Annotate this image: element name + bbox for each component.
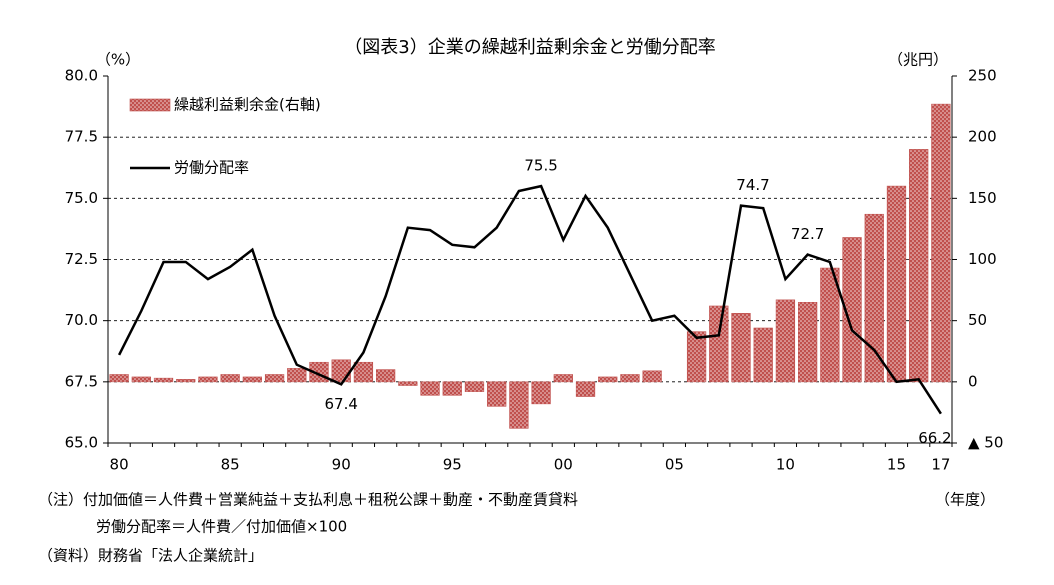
bar (531, 381, 551, 405)
bar (553, 374, 573, 383)
data-label: 72.7 (791, 225, 824, 243)
bar (575, 381, 596, 397)
bar (398, 381, 418, 386)
y-tick-label: 67.5 (65, 372, 98, 390)
data-label: 74.7 (736, 176, 769, 194)
y2-axis-label: （兆円） (888, 51, 948, 69)
bar (287, 368, 307, 383)
bar (509, 381, 529, 429)
bar (131, 376, 151, 383)
x-tick-label: 90 (332, 456, 351, 474)
note: 労働分配率＝人件費／付加価値×100 (96, 518, 347, 536)
y2-tick-label: ▲ 50 (968, 434, 1003, 452)
bar (731, 313, 751, 383)
y-tick-label: 70.0 (65, 311, 98, 329)
bar (198, 376, 218, 383)
x-tick-label: 17 (931, 456, 950, 474)
y-tick-label: 80.0 (65, 67, 98, 85)
x-tick-label: 15 (887, 456, 906, 474)
bar (264, 374, 285, 383)
x-tick-label: 85 (221, 456, 240, 474)
bar (420, 381, 440, 396)
x-tick-label: 95 (443, 456, 462, 474)
bar (775, 299, 796, 383)
data-label: 75.5 (524, 157, 557, 175)
bar (109, 374, 129, 383)
bar (620, 374, 640, 383)
chart-title: （図表3）企業の繰越利益剰余金と労働分配率 (344, 37, 715, 58)
line (117, 184, 942, 415)
bar (886, 185, 907, 383)
y2-tick-label: 100 (968, 250, 997, 268)
bar (331, 359, 351, 383)
bar (153, 377, 174, 383)
x-axis-label: （年度） (935, 491, 995, 509)
bar (686, 331, 707, 383)
bar (220, 374, 240, 383)
note: （資料）財務省「法人企業統計」 (38, 547, 263, 565)
bar (464, 381, 485, 392)
bar (909, 149, 929, 383)
x-tick-label: 00 (554, 456, 573, 474)
bar (642, 370, 662, 383)
bar (820, 267, 840, 383)
y-tick-label: 65.0 (65, 434, 98, 452)
bar (353, 361, 374, 383)
bar (798, 302, 818, 383)
y-axis-label: （%） (96, 51, 140, 69)
x-tick-label: 05 (665, 456, 684, 474)
y2-tick-label: 50 (968, 311, 987, 329)
bar (753, 327, 773, 383)
bar (931, 103, 951, 383)
bar (842, 237, 862, 383)
y-tick-label: 75.0 (65, 189, 98, 207)
bar (598, 376, 618, 383)
legend-label: 繰越利益剰余金(右軸) (174, 96, 321, 114)
bar (487, 381, 507, 407)
x-tick-label: 10 (776, 456, 795, 474)
bar (442, 381, 462, 396)
y-tick-label: 72.5 (65, 250, 98, 268)
bar (376, 369, 396, 383)
data-label: 66.2 (918, 429, 951, 447)
note: （注）付加価値＝人件費＋営業純益＋支払利息＋租税公課＋動産・不動産賃貸料 (38, 491, 578, 509)
bar (242, 376, 262, 383)
y2-tick-label: 0 (968, 372, 978, 390)
legend-swatch (129, 98, 171, 112)
bar (709, 305, 729, 383)
y2-tick-label: 150 (968, 189, 997, 207)
y2-tick-label: 200 (968, 128, 997, 146)
y2-tick-label: 250 (968, 67, 997, 85)
x-tick-label: 80 (110, 456, 129, 474)
data-label: 67.4 (325, 395, 358, 413)
y-tick-label: 77.5 (65, 128, 98, 146)
legend-label: 労働分配率 (174, 159, 249, 177)
bar (176, 379, 196, 383)
bar (864, 213, 884, 383)
